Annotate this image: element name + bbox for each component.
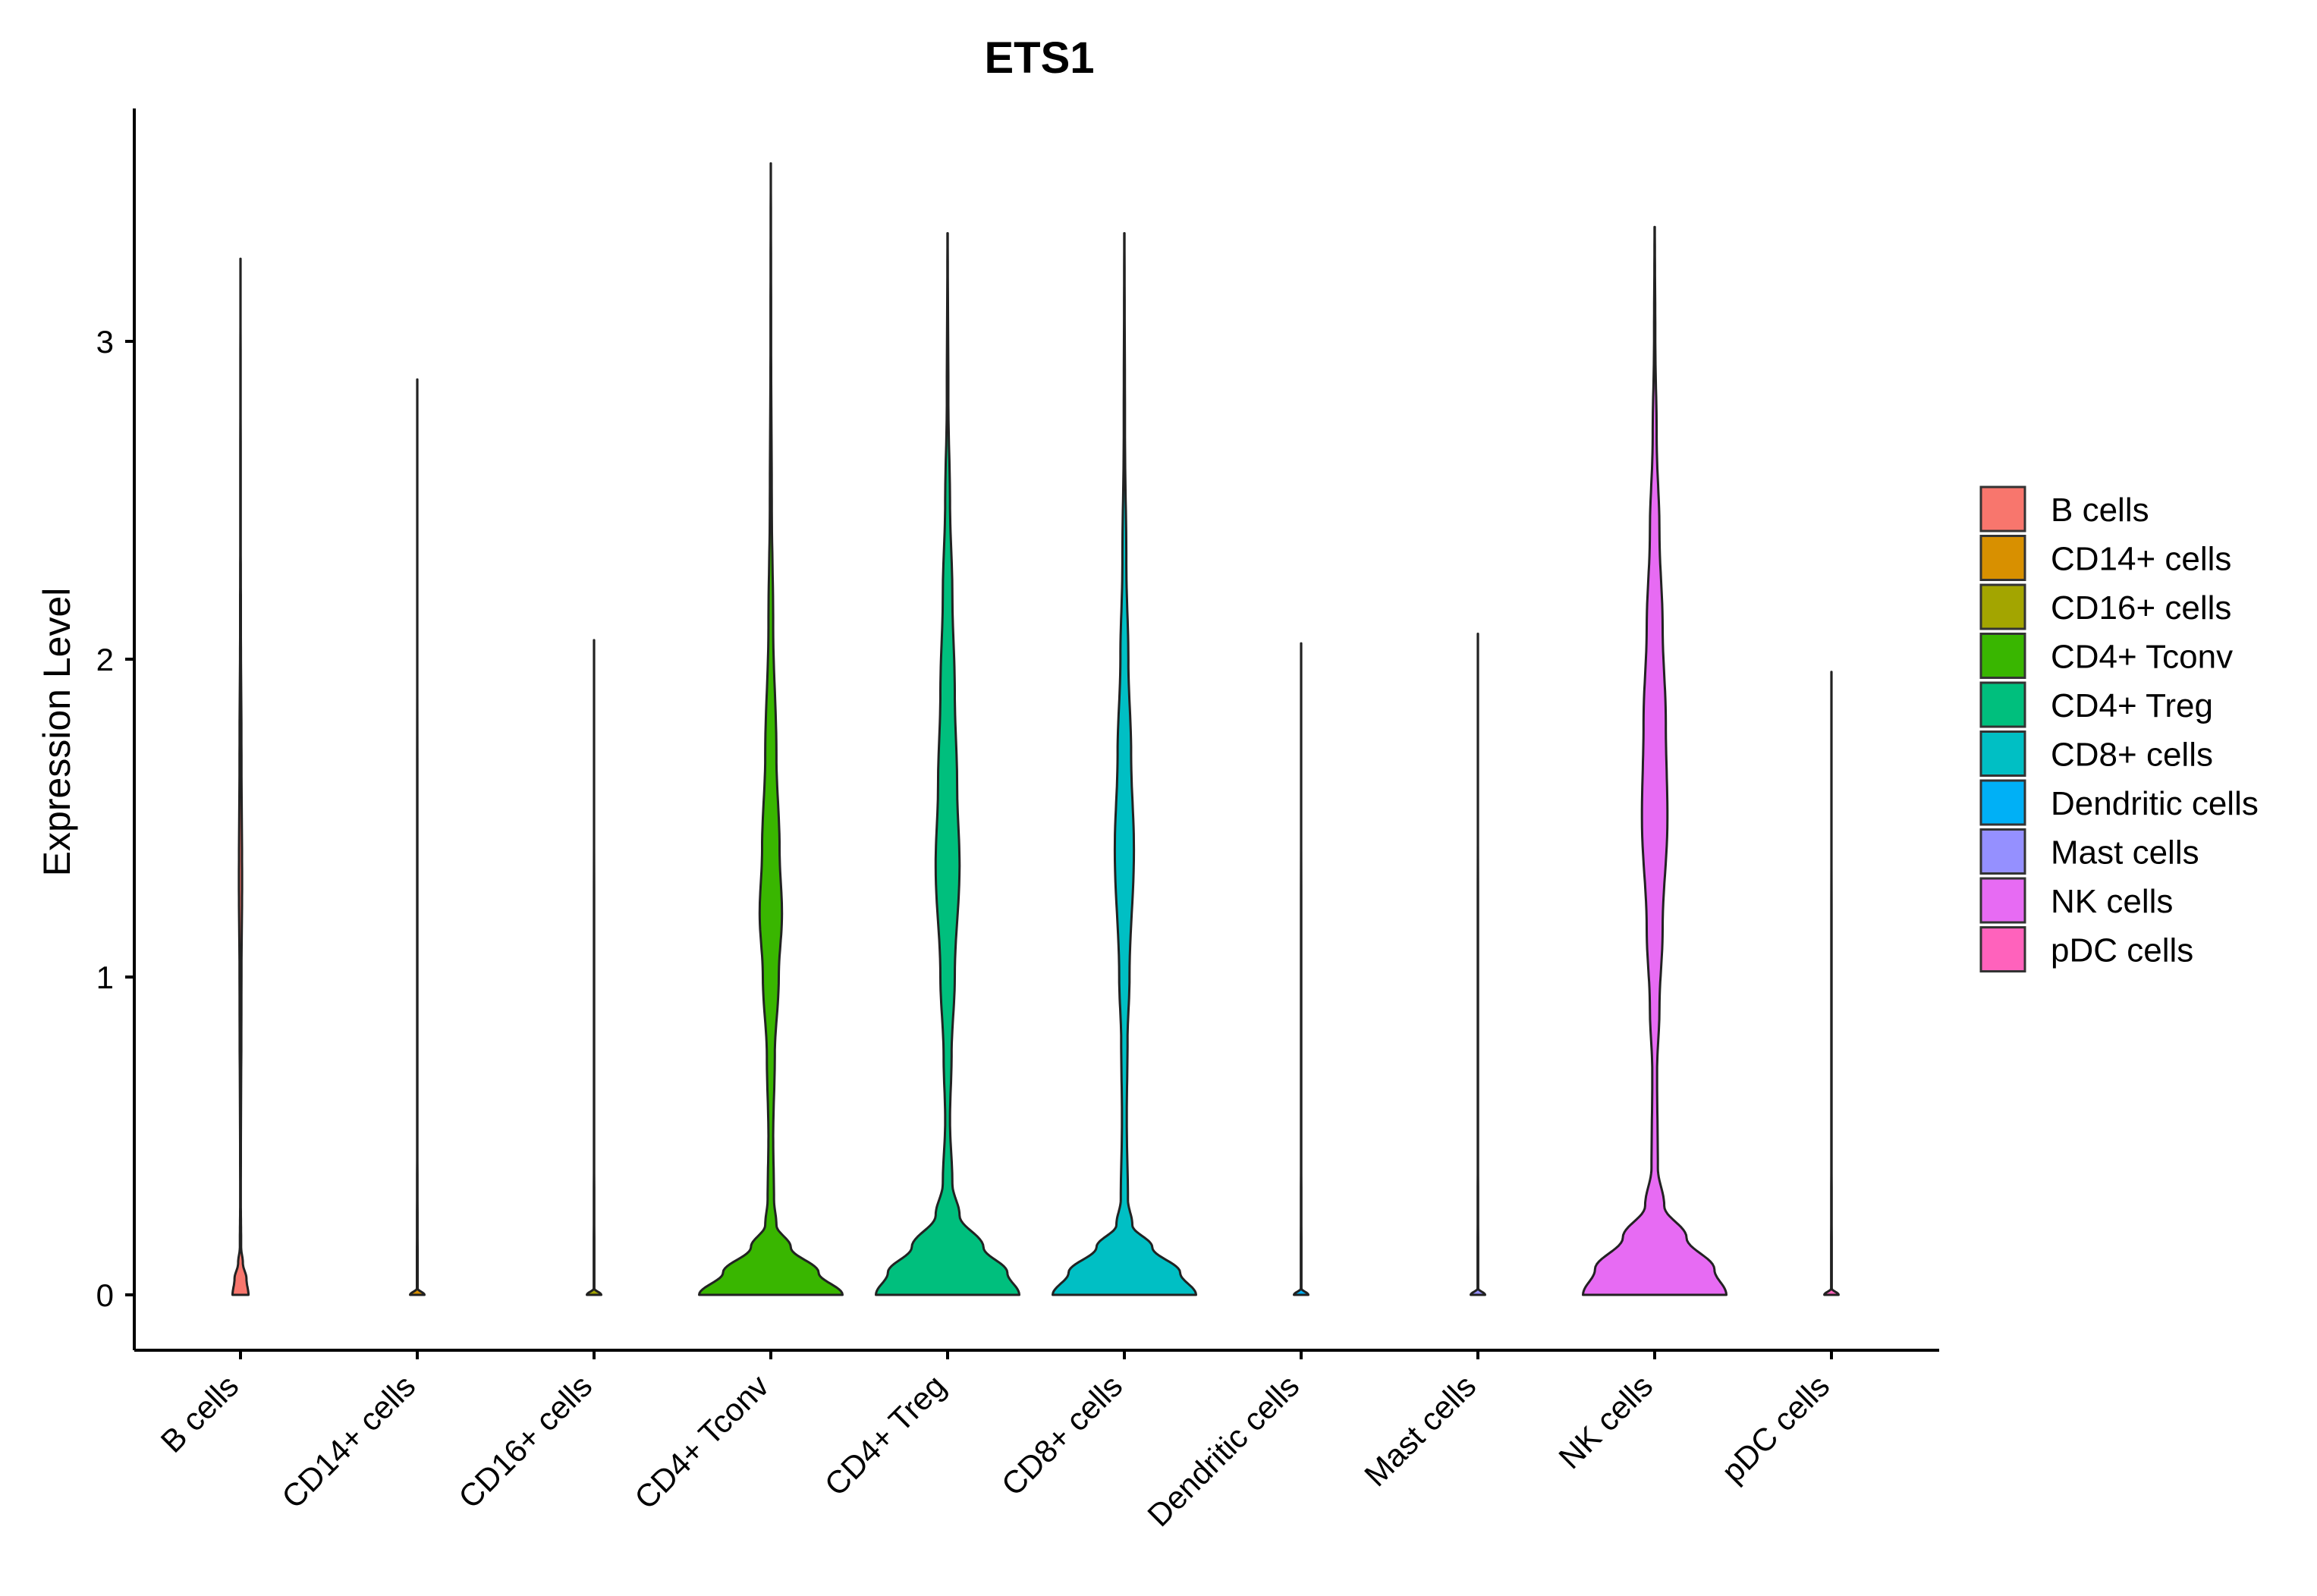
legend-swatch bbox=[1979, 828, 2026, 875]
x-tick-label: CD4+ Treg bbox=[818, 1368, 953, 1503]
legend-swatch bbox=[1979, 681, 2026, 728]
legend: B cells CD14+ cells CD16+ cells CD4+ Tconv C… bbox=[1979, 485, 2259, 972]
x-tick-label: pDC cells bbox=[1715, 1368, 1836, 1489]
legend-label: pDC cells bbox=[2051, 932, 2193, 969]
violin-cd8-cells bbox=[1052, 232, 1197, 1296]
y-ticks: 0 1 2 3 bbox=[96, 324, 134, 1313]
violin-cd4-treg bbox=[875, 232, 1020, 1296]
chart-title: ETS1 bbox=[984, 33, 1094, 83]
legend-swatch bbox=[1979, 485, 2026, 533]
y-tick-label: 2 bbox=[96, 642, 114, 677]
violin-mast-cells bbox=[1470, 633, 1486, 1296]
violin-b-cells bbox=[231, 257, 250, 1296]
x-tick-label: B cells bbox=[154, 1368, 246, 1459]
x-tick-label: CD14+ cells bbox=[275, 1368, 422, 1515]
x-ticks: B cells CD14+ cells CD16+ cells CD4+ Tconv C… bbox=[154, 1350, 1836, 1533]
legend-label: CD8+ cells bbox=[2051, 737, 2213, 774]
legend-label: Mast cells bbox=[2051, 834, 2199, 872]
x-tick-label: Mast cells bbox=[1357, 1368, 1482, 1493]
x-tick-label: CD8+ cells bbox=[995, 1368, 1130, 1503]
legend-label: CD14+ cells bbox=[2051, 541, 2231, 578]
legend-swatch bbox=[1979, 877, 2026, 924]
x-tick-label: NK cells bbox=[1551, 1368, 1659, 1475]
legend-label: CD4+ Treg bbox=[2051, 687, 2213, 724]
legend-swatch bbox=[1979, 633, 2026, 679]
x-tick-label: Dendritic cells bbox=[1140, 1368, 1306, 1533]
violin-nk-cells bbox=[1582, 225, 1728, 1296]
x-tick-label: CD4+ Tconv bbox=[627, 1368, 775, 1516]
legend-label: Dendritic cells bbox=[2051, 785, 2259, 822]
legend-swatch bbox=[1979, 535, 2026, 581]
legend-label: CD16+ cells bbox=[2051, 589, 2231, 627]
legend-swatch bbox=[1979, 779, 2026, 826]
y-axis-title: Expression Level bbox=[36, 588, 78, 877]
legend-label: CD4+ Tconv bbox=[2051, 639, 2233, 676]
violin-pdc-cells bbox=[1823, 671, 1840, 1296]
violin-cd16-cells bbox=[586, 639, 602, 1296]
legend-label: B cells bbox=[2051, 492, 2149, 529]
violin-cd4-tconv bbox=[698, 162, 844, 1296]
violins bbox=[231, 162, 1840, 1296]
y-tick-label: 0 bbox=[96, 1277, 114, 1313]
x-tick-label: CD16+ cells bbox=[451, 1368, 599, 1515]
legend-swatch bbox=[1979, 730, 2026, 777]
y-tick-label: 1 bbox=[96, 960, 114, 995]
legend-swatch bbox=[1979, 583, 2026, 630]
legend-swatch bbox=[1979, 926, 2026, 972]
violin-cd14-cells bbox=[409, 378, 426, 1296]
y-tick-label: 3 bbox=[96, 324, 114, 360]
legend-label: NK cells bbox=[2051, 883, 2173, 920]
violin-dendritic-cells bbox=[1293, 642, 1309, 1296]
